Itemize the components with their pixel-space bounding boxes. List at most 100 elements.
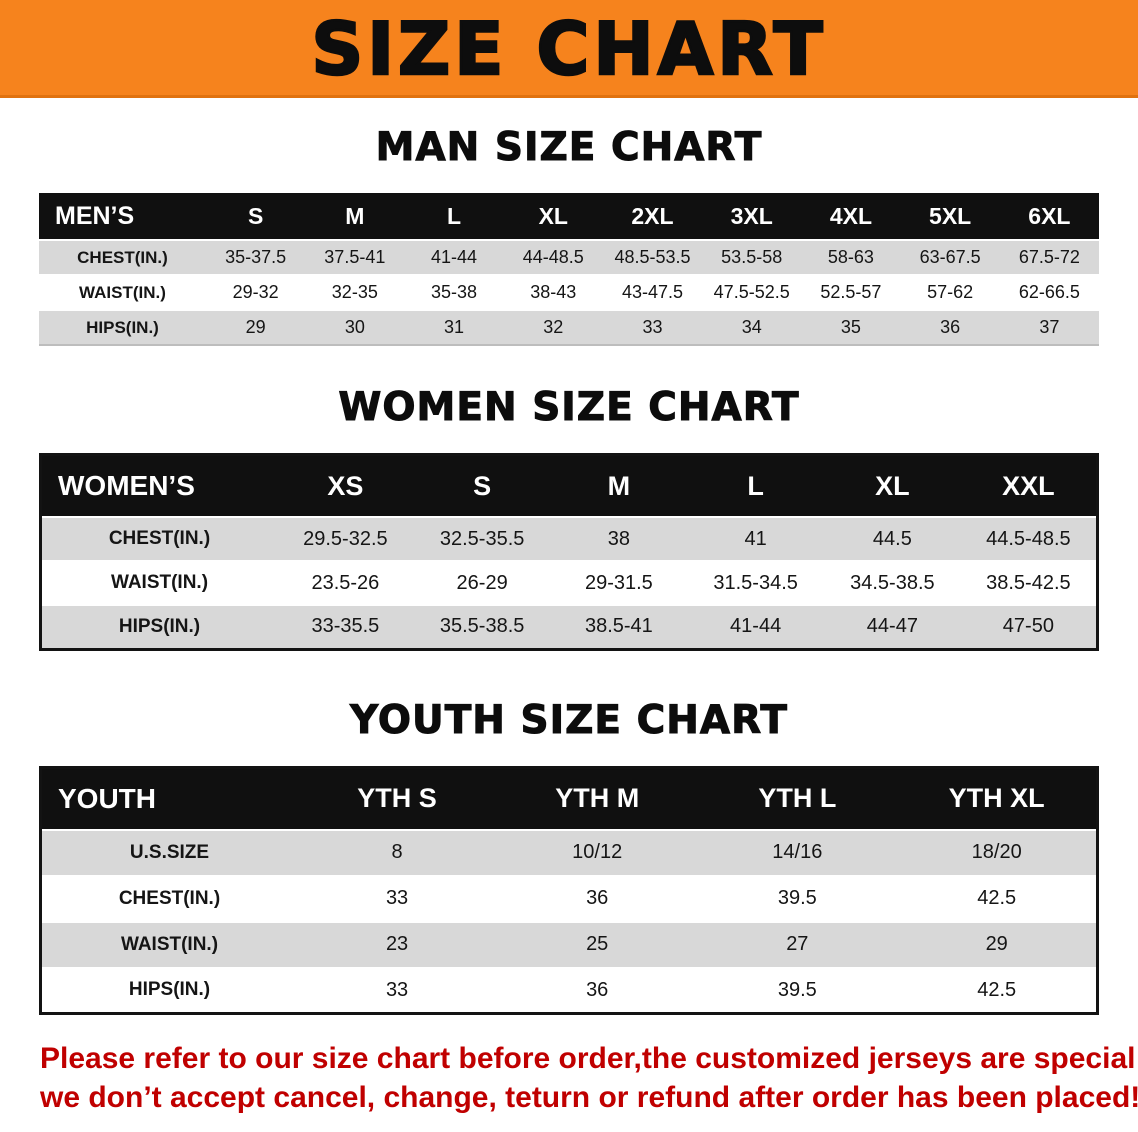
table-header-row: WOMEN’S XS S M L XL XXL bbox=[40, 454, 1098, 517]
value-cell: 48.5-53.5 bbox=[614, 247, 691, 267]
size-header-cell: XS bbox=[277, 454, 414, 517]
women-size-table: WOMEN’S XS S M L XL XXL CHEST(IN.) 29.5-32.5 32.… bbox=[39, 453, 1099, 651]
value-cell: 35 bbox=[840, 317, 861, 337]
value-cell: 42.5 bbox=[977, 887, 1017, 909]
row-label-cell: HIPS(IN.) bbox=[128, 979, 211, 1001]
value-cell: 29.5-32.5 bbox=[303, 527, 388, 550]
table-title-cell: MEN’S bbox=[39, 193, 206, 240]
value-cell: 47.5-52.5 bbox=[713, 282, 790, 302]
size-header-cell: S bbox=[206, 193, 306, 240]
table-row: HIPS(IN.) 29 30 31 32 33 34 35 36 37 bbox=[39, 310, 1099, 345]
size-header-cell: M bbox=[305, 193, 405, 240]
value-cell: 27 bbox=[786, 933, 809, 955]
women-table-header: WOMEN’S XS S M L XL XXL bbox=[40, 454, 1098, 517]
value-cell: 34.5-38.5 bbox=[850, 571, 935, 594]
value-cell: 39.5 bbox=[777, 978, 817, 1001]
table-row: U.S.SIZE 8 10/12 14/16 18/20 bbox=[40, 829, 1098, 876]
value-cell: 36 bbox=[586, 887, 609, 909]
size-header-cell: 3XL bbox=[702, 193, 802, 240]
value-cell: 32 bbox=[543, 317, 564, 337]
value-cell: 41-44 bbox=[431, 247, 478, 267]
value-cell: 43-47.5 bbox=[621, 282, 684, 302]
table-row: WAIST(IN.) 23 25 27 29 bbox=[40, 921, 1098, 968]
youth-table-header: YOUTH YTH S YTH M YTH L YTH XL bbox=[40, 767, 1098, 830]
page-title: SIZE CHART bbox=[310, 7, 827, 91]
women-section: WOMEN SIZE CHART WOMEN’S XS S M L XL XXL CHEST… bbox=[0, 388, 1138, 651]
table-row: CHEST(IN.) 33 36 39.5 42.5 bbox=[40, 875, 1098, 922]
disclaimer-line-1: Please refer to our size chart before or… bbox=[40, 1042, 1138, 1075]
size-header-cell: 2XL bbox=[602, 193, 703, 240]
value-cell: 62-66.5 bbox=[1018, 282, 1080, 302]
value-cell: 63-67.5 bbox=[919, 247, 981, 267]
women-table-body: CHEST(IN.) 29.5-32.5 32.5-35.5 38 41 44.5 44.5… bbox=[40, 517, 1098, 649]
value-cell: 44.5 bbox=[872, 527, 912, 550]
value-cell: 30 bbox=[344, 317, 365, 337]
value-cell: 37 bbox=[1039, 317, 1060, 337]
value-cell: 14/16 bbox=[772, 841, 823, 863]
row-label-cell: WAIST(IN.) bbox=[79, 282, 166, 302]
value-cell: 35-38 bbox=[431, 282, 478, 302]
value-cell: 26-29 bbox=[456, 571, 508, 594]
size-header-cell: M bbox=[550, 454, 688, 517]
value-cell: 44.5-48.5 bbox=[986, 527, 1071, 550]
value-cell: 23 bbox=[385, 933, 409, 955]
value-cell: 31 bbox=[444, 317, 465, 337]
size-header-cell: XL bbox=[824, 454, 961, 517]
row-label-cell: CHEST(IN.) bbox=[108, 528, 211, 549]
value-cell: 8 bbox=[391, 841, 403, 863]
size-header-cell: 5XL bbox=[900, 193, 1000, 240]
table-row: HIPS(IN.) 33 36 39.5 42.5 bbox=[40, 967, 1098, 1014]
size-header-cell: S bbox=[413, 454, 551, 517]
youth-table-body: U.S.SIZE 8 10/12 14/16 18/20 CHEST(IN.) 33 36 39… bbox=[40, 829, 1098, 1014]
size-header-cell: 4XL bbox=[801, 193, 901, 240]
value-cell: 67.5-72 bbox=[1018, 247, 1080, 267]
size-header-cell: XXL bbox=[960, 454, 1098, 517]
table-row: WAIST(IN.) 23.5-26 26-29 29-31.5 31.5-34.5 34… bbox=[40, 561, 1098, 605]
value-cell: 36 bbox=[586, 978, 609, 1001]
size-chart-banner: SIZE CHART bbox=[0, 0, 1138, 98]
value-cell: 52.5-57 bbox=[820, 282, 882, 302]
value-cell: 32-35 bbox=[331, 282, 378, 302]
men-section: MAN SIZE CHART MEN’S S M L XL 2XL 3XL 4XL 5XL 6XL… bbox=[0, 128, 1138, 346]
size-header-cell: YTH M bbox=[497, 767, 698, 830]
value-cell: 29-31.5 bbox=[584, 571, 653, 594]
value-cell: 39.5 bbox=[777, 887, 817, 909]
youth-section-title: YOUTH SIZE CHART bbox=[350, 697, 788, 743]
size-header-cell: YTH XL bbox=[897, 767, 1098, 830]
disclaimer-line-2: we don’t accept cancel, change, teturn o… bbox=[40, 1081, 1138, 1114]
value-cell: 25 bbox=[586, 933, 609, 955]
table-row: CHEST(IN.) 35-37.5 37.5-41 41-44 44-48.5 48.5… bbox=[39, 240, 1099, 275]
table-header-row: YOUTH YTH S YTH M YTH L YTH XL bbox=[40, 767, 1098, 830]
value-cell: 38 bbox=[607, 527, 630, 550]
size-header-cell: 6XL bbox=[999, 193, 1099, 240]
size-header-cell: XL bbox=[503, 193, 603, 240]
value-cell: 29 bbox=[985, 933, 1008, 955]
table-row: CHEST(IN.) 29.5-32.5 32.5-35.5 38 41 44.5 44.5… bbox=[40, 517, 1098, 561]
row-label-cell: CHEST(IN.) bbox=[77, 247, 168, 267]
table-header-row: MEN’S S M L XL 2XL 3XL 4XL 5XL 6XL bbox=[39, 193, 1099, 240]
size-header-cell: YTH S bbox=[297, 767, 498, 830]
row-label-cell: CHEST(IN.) bbox=[118, 887, 221, 909]
value-cell: 57-62 bbox=[927, 282, 974, 302]
value-cell: 58-63 bbox=[827, 247, 874, 267]
value-cell: 47-50 bbox=[1002, 615, 1054, 638]
value-cell: 35.5-38.5 bbox=[439, 615, 525, 638]
value-cell: 37.5-41 bbox=[324, 247, 386, 267]
men-table-body: CHEST(IN.) 35-37.5 37.5-41 41-44 44-48.5 48.5… bbox=[39, 240, 1099, 345]
size-header-cell: L bbox=[687, 454, 824, 517]
value-cell: 23.5-26 bbox=[311, 571, 380, 594]
value-cell: 33 bbox=[385, 978, 409, 1001]
value-cell: 44-47 bbox=[866, 615, 918, 638]
value-cell: 31.5-34.5 bbox=[713, 571, 798, 594]
value-cell: 29 bbox=[245, 317, 266, 337]
row-label-cell: U.S.SIZE bbox=[129, 841, 210, 863]
value-cell: 32.5-35.5 bbox=[439, 527, 525, 550]
table-title-cell: YOUTH bbox=[40, 767, 297, 830]
table-title-cell: WOMEN’S bbox=[40, 454, 277, 517]
row-label-cell: WAIST(IN.) bbox=[120, 933, 219, 955]
value-cell: 10/12 bbox=[572, 841, 623, 863]
table-row: HIPS(IN.) 33-35.5 35.5-38.5 38.5-41 41-44 44-… bbox=[40, 605, 1098, 649]
row-label-cell: HIPS(IN.) bbox=[86, 317, 159, 337]
value-cell: 53.5-58 bbox=[721, 247, 783, 267]
value-cell: 34 bbox=[741, 317, 762, 337]
